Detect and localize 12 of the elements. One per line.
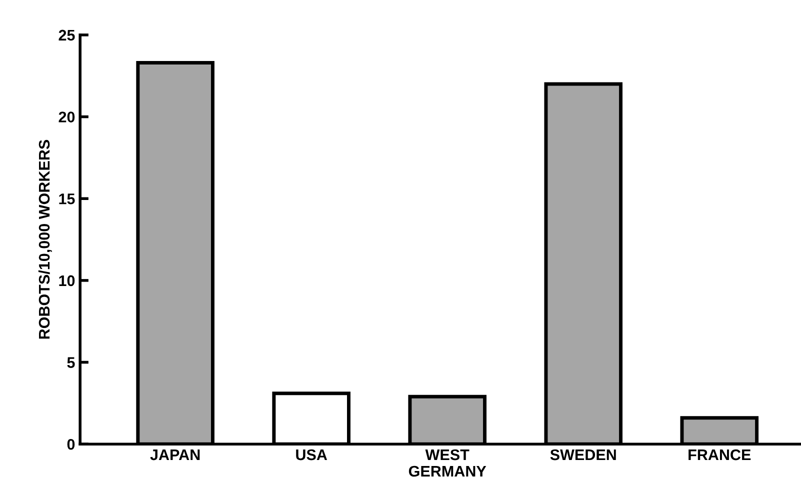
x-tick-label: JAPAN [150,450,200,460]
x-tick-label: SWEDEN [550,449,616,460]
y-tick-label: 15 [59,194,75,204]
x-tick-label: FRANCE [688,449,751,460]
y-tick-label: 0 [67,438,75,450]
y-tick-label: 25 [58,30,75,41]
y-axis-title: ROBOTS/10,000 WORKERS [38,140,52,339]
y-tick-label: 5 [67,357,75,368]
y-tick-label: 10 [59,275,75,286]
y-tick-label: 20 [58,112,75,122]
x-tick-label: WEST GERMANY [408,449,486,477]
x-tick-label: USA [296,449,328,460]
